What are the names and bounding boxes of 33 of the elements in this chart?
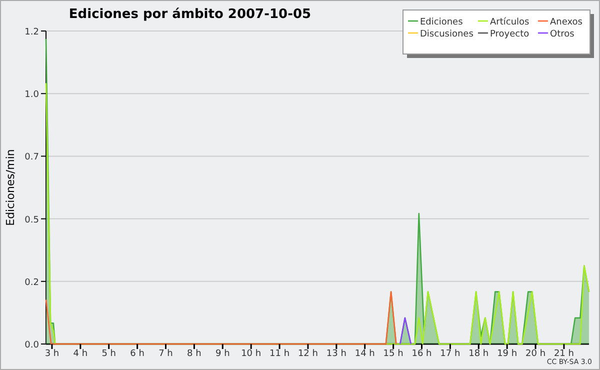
x-tick-label: 9 h [215, 349, 230, 359]
x-tick-label: 10 h [241, 349, 262, 359]
x-tick-label: 13 h [326, 349, 346, 359]
x-tick-label: 12 h [298, 349, 318, 359]
x-tick-label: 14 h [354, 349, 375, 359]
legend-label: Anexos [550, 18, 583, 28]
x-tick-label: 7 h [158, 349, 173, 359]
y-tick-label: 0.5 [24, 215, 39, 226]
legend-label: Artículos [490, 16, 530, 28]
chart-title: Ediciones por ámbito 2007-10-05 [68, 7, 312, 22]
x-tick-label: 19 h [497, 349, 518, 359]
x-tick-label: 4 h [73, 349, 88, 359]
x-tick-label: 20 h [526, 349, 546, 359]
x-tick-label: 8 h [187, 349, 202, 359]
x-tick-label: 11 h [270, 349, 290, 359]
x-tick-label: 5 h [102, 349, 116, 359]
x-tick-label: 18 h [468, 349, 489, 359]
x-tick-label: 17 h [440, 349, 460, 359]
y-tick-label: 1.2 [24, 28, 39, 38]
x-tick-label: 21 h [554, 349, 574, 359]
y-tick-label: 0.7 [24, 152, 39, 163]
y-axis-title: Ediciones/min [4, 149, 17, 226]
x-tick-label: 3 h [44, 349, 60, 359]
y-tick-label: 0.2 [24, 278, 39, 288]
legend-label: Discusiones [420, 30, 474, 40]
x-tick-label: 15 h [383, 349, 404, 359]
legend-label: Ediciones [420, 18, 464, 28]
x-tick-label: 16 h [412, 349, 432, 359]
y-tick-label: 1.0 [24, 90, 40, 100]
legend-label: Proyecto [490, 30, 530, 40]
y-tick-label: 0.0 [24, 340, 40, 350]
x-tick-label: 6 h [130, 349, 144, 359]
legend-label: Otros [550, 30, 575, 40]
